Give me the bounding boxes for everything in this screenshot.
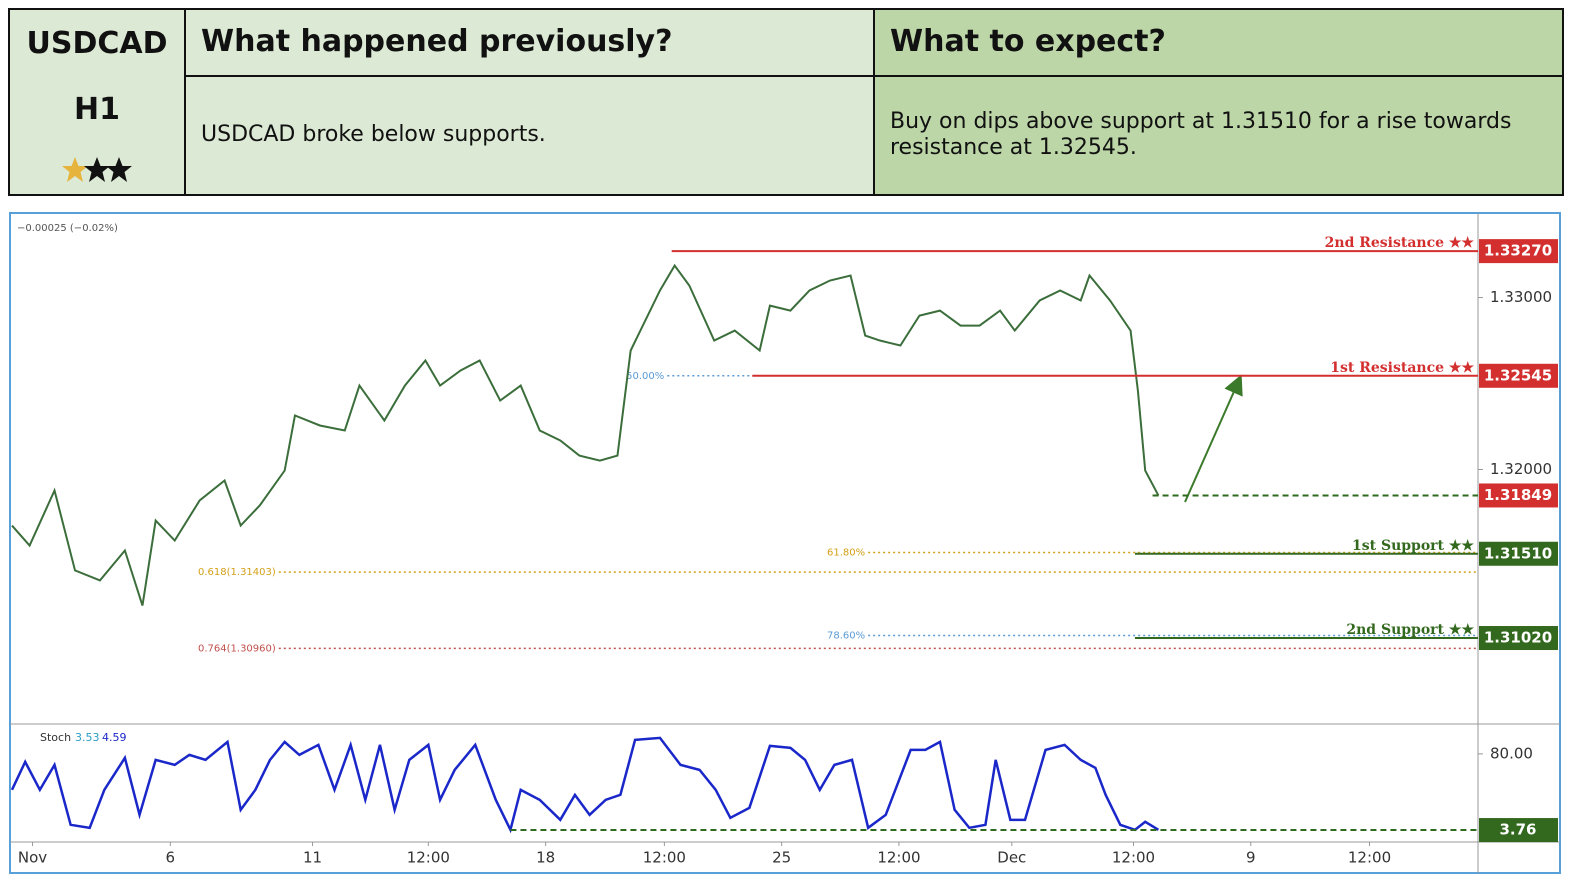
previous-title: What happened previously?: [184, 8, 875, 77]
previous-cell: USDCAD broke below supports.: [184, 75, 875, 196]
price-line: [11, 263, 1160, 606]
y-tick-label: 1.33000: [1490, 288, 1552, 306]
level-name: 1st Support ★★: [1352, 538, 1474, 554]
pair: USDCAD: [26, 26, 168, 61]
price-tag: [1479, 818, 1558, 843]
price-tag-label: 1.33270: [1484, 242, 1552, 260]
price-tag-label: 3.76: [1499, 821, 1536, 839]
price-line: [10, 736, 1160, 834]
x-tick-label: 12:00: [407, 849, 450, 867]
price-tag: [1479, 363, 1558, 388]
x-tick-label: 25: [772, 849, 791, 867]
x-tick-label: 6: [166, 849, 176, 867]
fib-label: 0.764(1.30960): [198, 643, 276, 654]
fib-label: 78.60%: [827, 630, 865, 641]
legend-name: Stoch: [40, 731, 71, 744]
price-tag: [1479, 541, 1558, 566]
level-name: 2nd Support ★★: [1346, 622, 1474, 638]
price-tag-label: 1.31020: [1484, 629, 1552, 647]
level-name: 1st Resistance ★★: [1330, 360, 1474, 376]
price-tag: [1479, 483, 1558, 508]
x-tick-label: 12:00: [1112, 849, 1155, 867]
previous-text: USDCAD broke below supports.: [201, 122, 546, 147]
x-tick-label: 9: [1246, 849, 1256, 867]
previous-title-text: What happened previously?: [201, 24, 673, 59]
legend-reading: 4.59: [102, 731, 127, 744]
price-tag-label: 1.31510: [1484, 544, 1552, 562]
rating-stars: [62, 157, 132, 182]
x-tick-label: 12:00: [877, 849, 920, 867]
x-tick-label: 11: [303, 849, 322, 867]
legend-reading: 3.53: [75, 731, 100, 744]
forecast-arrow: [1184, 374, 1243, 503]
x-tick-label: 12:00: [1348, 849, 1391, 867]
x-tick-label: 18: [536, 849, 555, 867]
fib-label: 61.80%: [827, 548, 865, 559]
fib-label: 0.618(1.31403): [198, 567, 276, 578]
timeframe: H1: [74, 92, 120, 127]
level-name: 2nd Resistance ★★: [1325, 235, 1475, 251]
y-tick-label: 80.00: [1490, 744, 1533, 762]
price-tag: [1479, 626, 1558, 651]
y-tick-label: 1.32000: [1490, 460, 1552, 478]
expect-title-text: What to expect?: [890, 24, 1166, 59]
fib-label: 50.00%: [626, 371, 664, 382]
expect-title: What to expect?: [873, 8, 1564, 77]
change-annotation: −0.00025 (−0.02%): [17, 223, 118, 234]
price-tag-label: 1.31849: [1484, 486, 1552, 504]
chart-frame: [9, 212, 1561, 874]
expect-text: Buy on dips above support at 1.31510 for…: [890, 109, 1512, 160]
x-tick-label: Dec: [997, 849, 1026, 867]
price-tag-label: 1.32545: [1484, 366, 1552, 384]
x-tick-label: Nov: [18, 849, 47, 867]
price-tag: [1479, 239, 1558, 264]
expect-cell: Buy on dips above support at 1.31510 for…: [873, 75, 1564, 196]
pair-cell: USDCAD H1: [8, 8, 186, 196]
x-tick-label: 12:00: [643, 849, 686, 867]
